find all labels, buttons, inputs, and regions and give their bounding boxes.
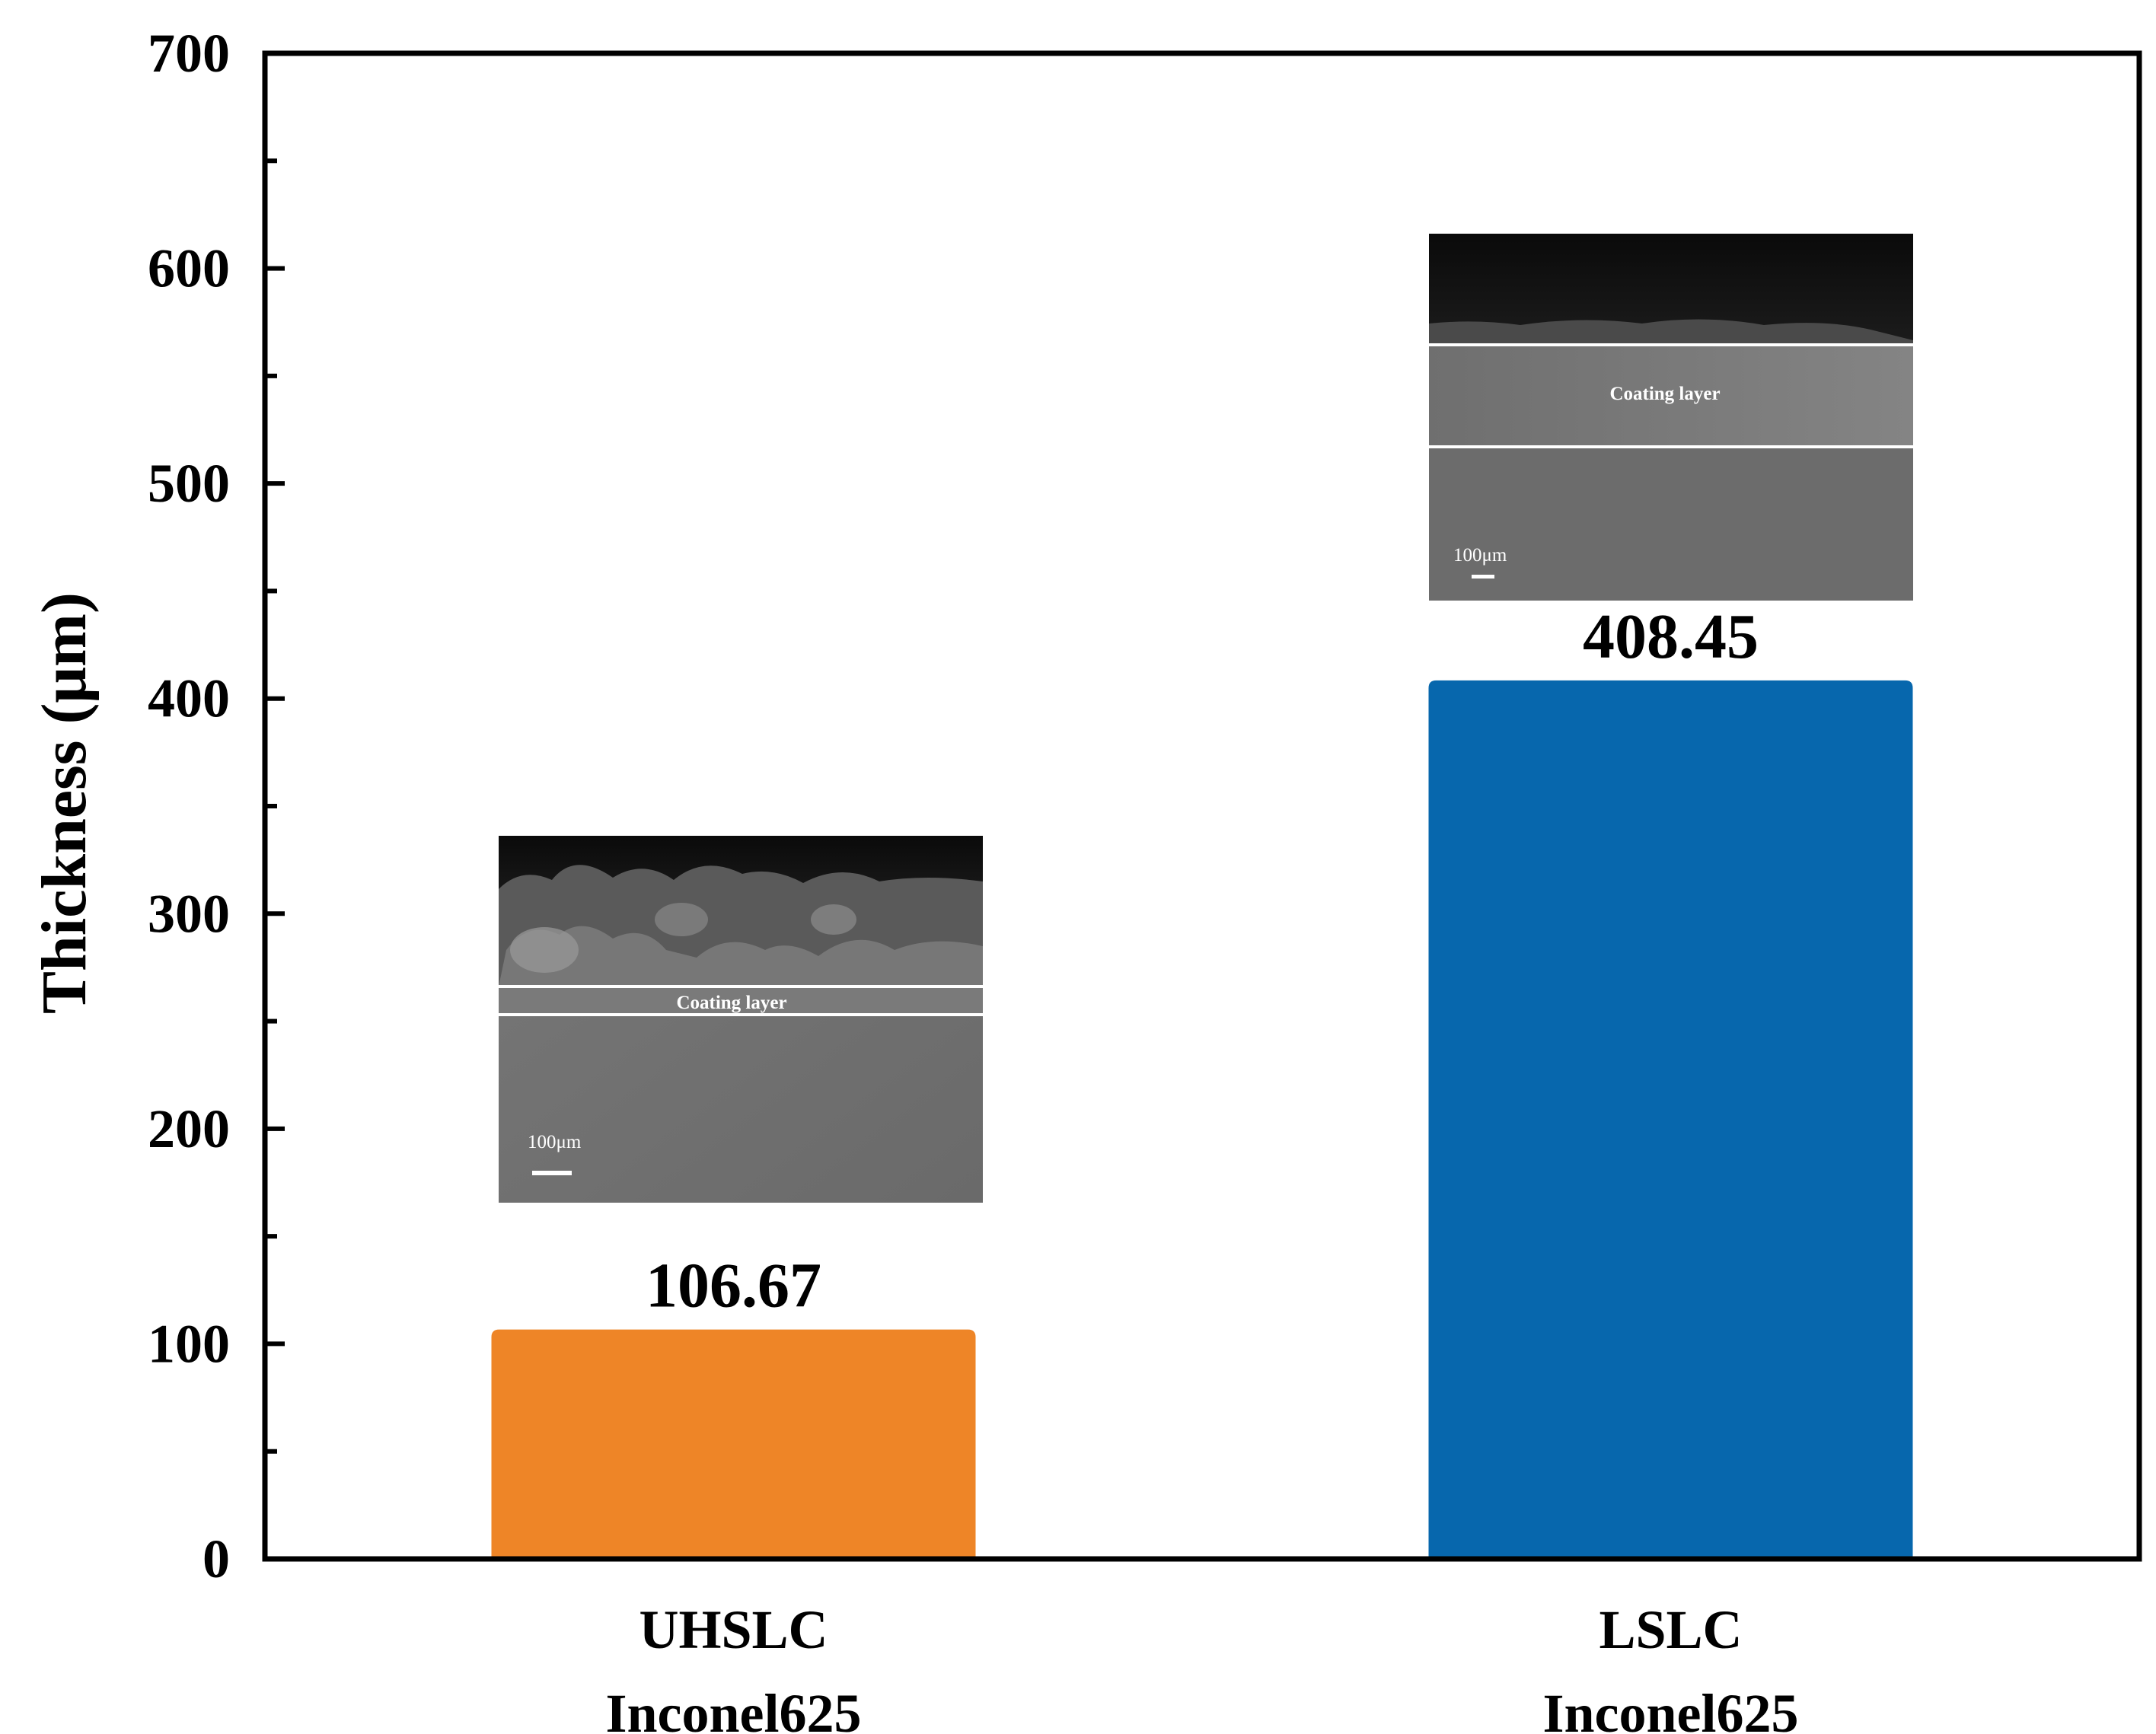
inset-coating-band xyxy=(1429,345,1913,447)
y-axis-tick-labels: 0 100 200 300 400 500 600 700 xyxy=(148,23,230,1589)
bar-value-labels: 106.67 408.45 xyxy=(646,601,1759,1321)
x-category-label: Inconel625 xyxy=(605,1683,861,1734)
inset-scale-text: 100μm xyxy=(528,1132,582,1152)
inset-particle xyxy=(811,904,856,935)
inset-scale-bar xyxy=(1472,575,1494,579)
y-tick-label: 200 xyxy=(148,1098,230,1159)
bar xyxy=(1428,680,1913,1560)
y-tick-label: 400 xyxy=(148,668,230,729)
sem-inset-uhslc: Coating layer 100μm xyxy=(499,836,983,1203)
inset-coating-label: Coating layer xyxy=(676,993,786,1013)
y-tick-label: 600 xyxy=(148,238,230,299)
x-axis-category-labels: UHSLC Inconel625 LSLC Inconel625 xyxy=(605,1599,1798,1734)
inset-coating-band xyxy=(499,987,983,1015)
inset-particle xyxy=(655,903,708,936)
sem-inset-lslc: Coating layer 100μm xyxy=(1429,234,1913,601)
inset-surface-texture xyxy=(1429,319,1913,345)
y-axis-title: Thickness (μm) xyxy=(29,592,100,1014)
inset-scale-bar xyxy=(532,1171,572,1175)
inset-surface-grains xyxy=(499,926,983,987)
inset-scale-text: 100μm xyxy=(1453,545,1507,566)
y-tick-label: 700 xyxy=(148,23,230,84)
bar-value-label: 408.45 xyxy=(1583,601,1759,672)
y-tick-label: 300 xyxy=(148,883,230,944)
y-tick-label: 500 xyxy=(148,453,230,514)
x-category-label: UHSLC xyxy=(639,1599,828,1660)
y-axis-ticks xyxy=(265,51,285,1561)
plot-frame xyxy=(262,50,2142,1562)
bar xyxy=(491,1329,976,1559)
x-category-label: LSLC xyxy=(1599,1599,1742,1660)
bar-value-label: 106.67 xyxy=(646,1251,821,1321)
inset-coating-label: Coating layer xyxy=(1609,384,1720,404)
y-tick-label: 100 xyxy=(148,1313,230,1374)
y-tick-label: 0 xyxy=(203,1528,230,1589)
x-category-label: Inconel625 xyxy=(1542,1683,1798,1734)
bars xyxy=(491,680,1913,1560)
inset-particle xyxy=(510,927,579,973)
